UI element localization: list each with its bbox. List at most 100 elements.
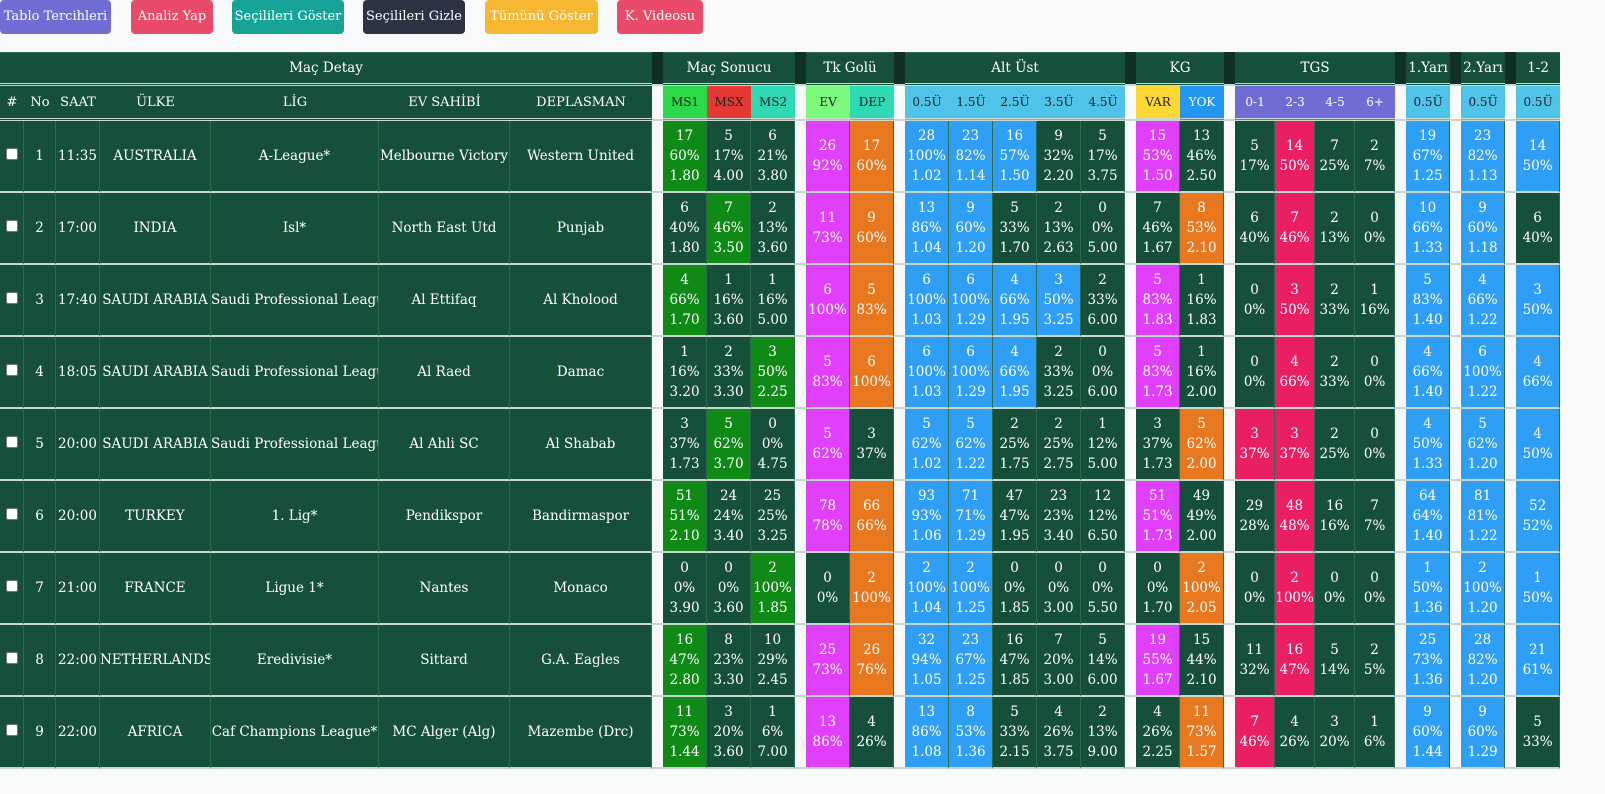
col-ulke[interactable]: ÜLKE — [100, 86, 211, 121]
col-tgs-t01[interactable]: 0-1 — [1235, 86, 1276, 121]
col-msx[interactable]: MSX — [707, 86, 752, 121]
row-select-checkbox[interactable] — [5, 292, 18, 304]
first-half-cell-line: 60% — [1412, 724, 1443, 740]
col-saat[interactable]: SAAT — [56, 86, 100, 121]
table-row[interactable]: 9 22:00 AFRICA Caf Champions League* MC Alge… — [0, 697, 1561, 769]
col-ms2[interactable]: MS2 — [751, 86, 796, 121]
ms2-cell-line: 25% — [757, 508, 788, 524]
alt-ust-cell-line: 100% — [907, 148, 946, 164]
tgs-cell-line: 29 — [1245, 498, 1264, 514]
column-gap — [1505, 121, 1517, 193]
row-select-checkbox[interactable] — [5, 148, 18, 160]
alt-ust-cell: 5 62% 1.02 — [905, 409, 950, 481]
kg-var-cell: 51 51% 1.73 — [1136, 481, 1181, 553]
alt-ust-cell: 2 100% 1.25 — [949, 553, 994, 625]
kg-var-cell-line: 46% — [1142, 220, 1173, 236]
col-tgs-t45[interactable]: 4-5 — [1315, 86, 1356, 121]
col-no[interactable]: No — [24, 86, 56, 121]
k-videosu-button[interactable]: K. Videosu — [617, 0, 703, 34]
both-halves-cell-line: 5 — [1533, 714, 1542, 730]
col-deplasman[interactable]: DEPLASMAN — [510, 86, 653, 121]
alt-ust-cell-line: 100% — [907, 580, 946, 596]
row-no: 8 — [24, 625, 56, 697]
col-kg-yok[interactable]: YOK — [1180, 86, 1225, 121]
first-half-cell: 25 73% 1.36 — [1406, 625, 1451, 697]
second-half-cell-line: 4 — [1478, 272, 1487, 288]
both-halves-cell-line: 40% — [1522, 230, 1553, 246]
row-select-checkbox[interactable] — [5, 220, 18, 232]
table-row[interactable]: 7 21:00 FRANCE Ligue 1* Nantes Monaco 0 0% 3.90 0… — [0, 553, 1561, 625]
row-select-checkbox[interactable] — [5, 436, 18, 448]
alt-ust-cell: 4 66% 1.95 — [993, 337, 1038, 409]
row-select-checkbox[interactable] — [5, 652, 18, 664]
kg-yok-cell-line: 49 — [1192, 488, 1211, 504]
col-tgs-t23[interactable]: 2-3 — [1275, 86, 1316, 121]
msx-cell-line: 7 — [724, 200, 733, 216]
col-ev-sahibi[interactable]: EV SAHİBİ — [379, 86, 510, 121]
col-lig[interactable]: LİG — [211, 86, 379, 121]
column-gap — [1224, 193, 1236, 265]
alt-ust-cell-line: 2 — [1054, 200, 1063, 216]
secilileri-gizle-button[interactable]: Seçilileri Gizle — [363, 0, 465, 34]
tgs-cell-line: 7% — [1363, 158, 1386, 174]
col-hash[interactable]: # — [0, 86, 24, 121]
col-1-yari-05[interactable]: 0.5Ü — [1406, 86, 1451, 121]
alt-ust-cell-line: 12% — [1087, 508, 1118, 524]
alt-ust-cell: 16 47% 1.85 — [993, 625, 1038, 697]
col-au45[interactable]: 4.5Ü — [1081, 86, 1126, 121]
table-row[interactable]: 4 18:05 SAUDI ARABIA Saudi Professional Lea… — [0, 337, 1561, 409]
row-select-checkbox[interactable] — [5, 724, 18, 736]
alt-ust-cell: 5 62% 1.22 — [949, 409, 994, 481]
row-select-checkbox[interactable] — [5, 364, 18, 376]
tk-dep-cell-line: 76% — [856, 662, 887, 678]
column-gap — [795, 625, 807, 697]
tgs-cell: 4 26% — [1275, 697, 1316, 769]
table-row[interactable]: 6 20:00 TURKEY 1. Lig* Pendikspor Bandirmaspo… — [0, 481, 1561, 553]
alt-ust-cell-line: 6 — [966, 272, 975, 288]
row-select-checkbox[interactable] — [5, 580, 18, 592]
group-header-alt-ust: Alt Üst — [905, 52, 1126, 86]
ms2-cell-line: 3.25 — [757, 528, 788, 544]
table-row[interactable]: 2 17:00 INDIA Isl* North East Utd Punjab 6 40% 1… — [0, 193, 1561, 265]
tgs-cell-line: 46% — [1239, 734, 1270, 750]
table-row[interactable]: 3 17:40 SAUDI ARABIA Saudi Professional Lea… — [0, 265, 1561, 337]
alt-ust-cell-line: 23% — [1043, 508, 1074, 524]
kg-yok-cell-line: 2.10 — [1186, 240, 1217, 256]
tgs-cell-line: 7 — [1250, 714, 1259, 730]
table-row[interactable]: 8 22:00 NETHERLANDS Eredivisie* Sittard G.A. … — [0, 625, 1561, 697]
col-au05[interactable]: 0.5Ü — [905, 86, 950, 121]
col-tgs-t6[interactable]: 6+ — [1355, 86, 1396, 121]
col-tk-ev[interactable]: EV — [806, 86, 851, 121]
col-au25[interactable]: 2.5Ü — [993, 86, 1038, 121]
alt-ust-cell: 6 100% 1.29 — [949, 337, 994, 409]
alt-ust-cell-line: 6.00 — [1087, 384, 1118, 400]
tgs-cell-line: 3 — [1290, 282, 1299, 298]
column-gap — [1395, 625, 1407, 697]
col-ms1[interactable]: MS1 — [663, 86, 708, 121]
table-row[interactable]: 1 11:35 AUSTRALIA A-League* Melbourne Victor… — [0, 121, 1561, 193]
col-au35[interactable]: 3.5Ü — [1037, 86, 1082, 121]
table-row[interactable]: 5 20:00 SAUDI ARABIA Saudi Professional Lea… — [0, 409, 1561, 481]
kg-var-cell-line: 1.50 — [1142, 168, 1173, 184]
column-gap — [894, 481, 906, 553]
tgs-cell-line: 33% — [1319, 302, 1350, 318]
analiz-yap-button[interactable]: Analiz Yap — [131, 0, 213, 34]
tablo-tercihleri-button[interactable]: Tablo Tercihleri — [0, 0, 111, 34]
alt-ust-cell: 4 66% 1.95 — [993, 265, 1038, 337]
alt-ust-cell-line: 0% — [1091, 364, 1114, 380]
column-gap — [1450, 193, 1462, 265]
tumunu-goster-button[interactable]: Tümünü Göster — [485, 0, 598, 34]
col-tk-dep[interactable]: DEP — [850, 86, 895, 121]
col-au15[interactable]: 1.5Ü — [949, 86, 994, 121]
msx-cell-line: 62% — [713, 436, 744, 452]
second-half-cell-line: 2 — [1478, 560, 1487, 576]
secilileri-goster-button[interactable]: Seçilileri Göster — [232, 0, 344, 34]
first-half-cell: 19 67% 1.25 — [1406, 121, 1451, 193]
both-halves-cell-line: 4 — [1533, 426, 1542, 442]
row-select-checkbox[interactable] — [5, 508, 18, 520]
col-1-2-05[interactable]: 0.5Ü — [1516, 86, 1561, 121]
column-gap — [1505, 52, 1517, 86]
tgs-cell: 11 32% — [1235, 625, 1276, 697]
col-2-yari-05[interactable]: 0.5Ü — [1461, 86, 1506, 121]
col-kg-var[interactable]: VAR — [1136, 86, 1181, 121]
